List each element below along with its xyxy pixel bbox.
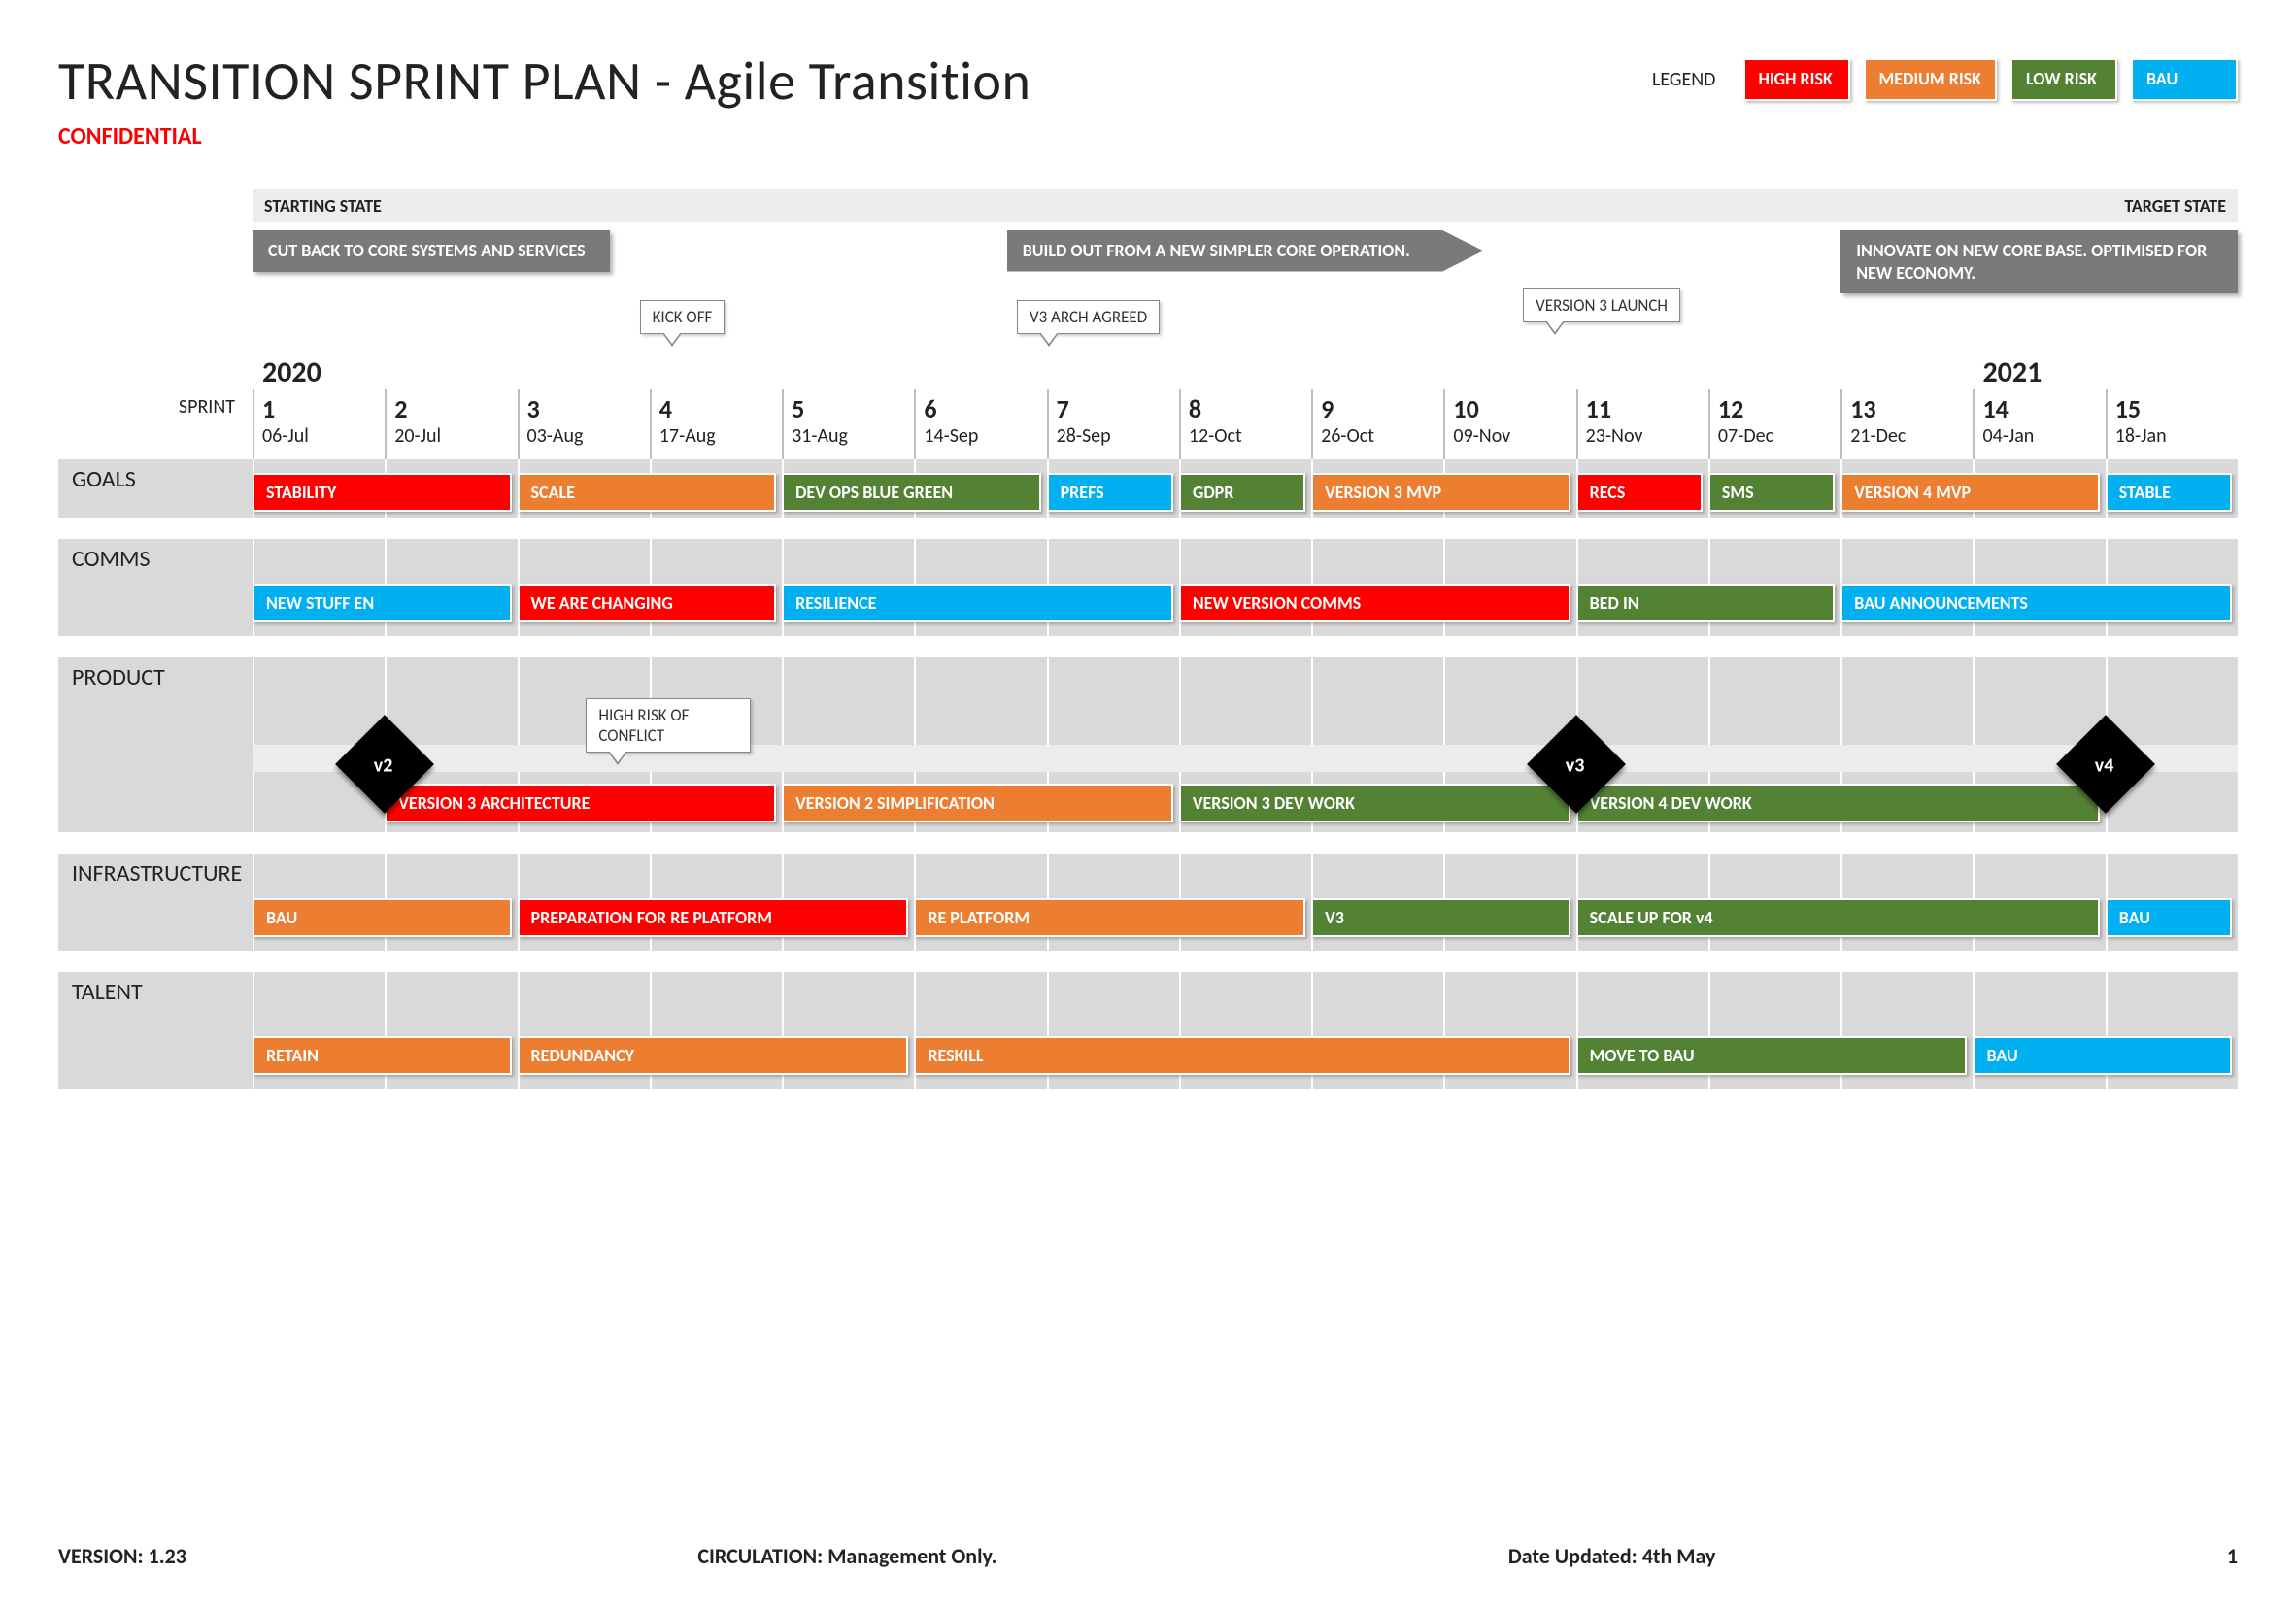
page-number: 1 xyxy=(2227,1543,2238,1569)
sprint-col-7: 728-Sep xyxy=(1047,389,1179,459)
legend: LEGEND HIGH RISK MEDIUM RISK LOW RISK BAU xyxy=(1652,58,2238,101)
swimlane-label: GOALS xyxy=(58,465,136,493)
target-state-label: TARGET STATE xyxy=(2124,195,2226,217)
bar-comms-4: BED IN xyxy=(1576,584,1836,622)
bar-goals-1: SCALE xyxy=(518,473,777,512)
phase-1: BUILD OUT FROM A NEW SIMPLER CORE OPERAT… xyxy=(1007,230,1484,272)
bar-goals-9: STABLE xyxy=(2106,473,2232,512)
bar-goals-2: DEV OPS BLUE GREEN xyxy=(782,473,1041,512)
legend-item-0: HIGH RISK xyxy=(1743,58,1850,101)
bar-goals-4: GDPR xyxy=(1179,473,1305,512)
swimlane-comms: COMMS NEW STUFF ENWE ARE CHANGINGRESILIEN… xyxy=(58,539,2238,636)
legend-label: LEGEND xyxy=(1652,68,1716,91)
sprint-col-9: 926-Oct xyxy=(1311,389,1443,459)
date-updated: Date Updated: 4th May xyxy=(1508,1543,1716,1569)
header: TRANSITION SPRINT PLAN - Agile Transitio… xyxy=(58,49,2238,151)
swimlane-infrastructure: INFRASTRUCTUREBAUPREPARATION FOR RE PLAT… xyxy=(58,854,2238,951)
bars-container: STABILITYSCALEDEV OPS BLUE GREENPREFSGDP… xyxy=(253,459,2238,518)
bar-infrastructure-4: SCALE UP FOR v4 xyxy=(1576,898,2100,937)
bar-comms-5: BAU ANNOUNCEMENTS xyxy=(1840,584,2232,622)
year-row: 2020 2021 xyxy=(253,354,2238,389)
circulation: CIRCULATION: Management Only. xyxy=(697,1543,996,1569)
bar-talent-4: BAU xyxy=(1973,1036,2232,1075)
bar-product-3: VERSION 4 DEV WORK xyxy=(1576,784,2100,822)
swimlane-label: INFRASTRUCTURE xyxy=(58,859,242,888)
legend-item-2: LOW RISK xyxy=(2010,58,2117,101)
starting-state-label: STARTING STATE xyxy=(264,195,382,217)
page-title: TRANSITION SPRINT PLAN - Agile Transitio… xyxy=(58,49,1030,115)
sprint-col-15: 1518-Jan xyxy=(2106,389,2238,459)
callout-1: V3 ARCH AGREED xyxy=(1017,300,1160,334)
phase-row: CUT BACK TO CORE SYSTEMS AND SERVICES BUI… xyxy=(253,222,2238,300)
sprint-columns: 106-Jul220-Jul303-Aug417-Aug531-Aug614-S… xyxy=(253,389,2238,459)
product-track xyxy=(253,745,2238,772)
bar-talent-1: REDUNDANCY xyxy=(518,1036,909,1075)
sprint-col-10: 1009-Nov xyxy=(1443,389,1575,459)
swimlane-product: PRODUCT v2v3v4HIGH RISK OF CONFLICTVERSIO… xyxy=(58,657,2238,832)
bar-comms-1: WE ARE CHANGING xyxy=(518,584,777,622)
legend-item-1: MEDIUM RISK xyxy=(1864,58,1998,101)
sprint-col-8: 812-Oct xyxy=(1179,389,1311,459)
sprint-col-2: 220-Jul xyxy=(385,389,517,459)
bar-product-2: VERSION 3 DEV WORK xyxy=(1179,784,1570,822)
sprint-col-6: 614-Sep xyxy=(914,389,1046,459)
callout-0: KICK OFF xyxy=(640,300,726,334)
bar-product-0: VERSION 3 ARCHITECTURE xyxy=(385,784,776,822)
swimlane-label: PRODUCT xyxy=(58,663,165,691)
legend-item-3: BAU xyxy=(2131,58,2238,101)
bar-goals-6: RECS xyxy=(1576,473,1703,512)
callout-product-risk: HIGH RISK OF CONFLICT xyxy=(586,698,751,753)
year-label-1: 2021 xyxy=(1973,354,2042,390)
bar-infrastructure-5: BAU xyxy=(2106,898,2232,937)
swimlane-goals: GOALS STABILITYSCALEDEV OPS BLUE GREENPRE… xyxy=(58,459,2238,518)
phase-2: INNOVATE ON NEW CORE BASE. OPTIMISED FOR… xyxy=(1840,230,2238,293)
bar-comms-0: NEW STUFF EN xyxy=(253,584,512,622)
sprint-label: SPRINT xyxy=(58,389,253,459)
swimlane-label: TALENT xyxy=(58,978,143,1006)
bar-goals-3: PREFS xyxy=(1047,473,1173,512)
callout-row: KICK OFFV3 ARCH AGREEDVERSION 3 LAUNCH xyxy=(253,300,2238,354)
confidential-label: CONFIDENTIAL xyxy=(58,122,1030,151)
bar-infrastructure-0: BAU xyxy=(253,898,512,937)
phase-0: CUT BACK TO CORE SYSTEMS AND SERVICES xyxy=(253,230,610,272)
bar-goals-8: VERSION 4 MVP xyxy=(1840,473,2100,512)
year-label-0: 2020 xyxy=(253,354,321,390)
bars-container: RETAINREDUNDANCYRESKILLMOVE TO BAUBAU xyxy=(253,972,2238,1089)
sprint-col-12: 1207-Dec xyxy=(1708,389,1840,459)
footer: VERSION: 1.23 CIRCULATION: Management On… xyxy=(58,1543,2238,1569)
sprint-col-5: 531-Aug xyxy=(782,389,914,459)
bars-container: v2v3v4HIGH RISK OF CONFLICTVERSION 3 ARC… xyxy=(253,657,2238,832)
sprint-col-1: 106-Jul xyxy=(253,389,385,459)
bar-talent-2: RESKILL xyxy=(914,1036,1570,1075)
title-block: TRANSITION SPRINT PLAN - Agile Transitio… xyxy=(58,49,1030,151)
sprint-col-3: 303-Aug xyxy=(518,389,650,459)
bar-infrastructure-1: PREPARATION FOR RE PLATFORM xyxy=(518,898,909,937)
swimlane-talent: TALENT RETAINREDUNDANCYRESKILLMOVE TO BAU… xyxy=(58,972,2238,1089)
bar-infrastructure-2: RE PLATFORM xyxy=(914,898,1305,937)
bar-product-1: VERSION 2 SIMPLIFICATION xyxy=(782,784,1173,822)
bars-container: BAUPREPARATION FOR RE PLATFORMRE PLATFOR… xyxy=(253,854,2238,951)
bars-container: NEW STUFF ENWE ARE CHANGINGRESILIENCENEW… xyxy=(253,539,2238,636)
swimlane-label: COMMS xyxy=(58,545,151,573)
state-bar: STARTING STATE TARGET STATE xyxy=(253,189,2238,222)
swimlanes: GOALSSTABILITYSCALEDEV OPS BLUE GREENPRE… xyxy=(58,459,2238,1110)
bar-infrastructure-3: V3 xyxy=(1311,898,1570,937)
bar-goals-7: SMS xyxy=(1708,473,1835,512)
bar-comms-3: NEW VERSION COMMS xyxy=(1179,584,1570,622)
bar-talent-3: MOVE TO BAU xyxy=(1576,1036,1968,1075)
bar-talent-0: RETAIN xyxy=(253,1036,512,1075)
bar-goals-5: VERSION 3 MVP xyxy=(1311,473,1570,512)
sprint-col-4: 417-Aug xyxy=(650,389,782,459)
bar-comms-2: RESILIENCE xyxy=(782,584,1173,622)
version: VERSION: 1.23 xyxy=(58,1543,186,1569)
callout-2: VERSION 3 LAUNCH xyxy=(1523,288,1680,322)
sprint-header: SPRINT 106-Jul220-Jul303-Aug417-Aug531-A… xyxy=(58,389,2238,459)
bar-goals-0: STABILITY xyxy=(253,473,512,512)
sprint-col-13: 1321-Dec xyxy=(1840,389,1973,459)
sprint-col-11: 1123-Nov xyxy=(1576,389,1708,459)
sprint-col-14: 1404-Jan xyxy=(1973,389,2105,459)
